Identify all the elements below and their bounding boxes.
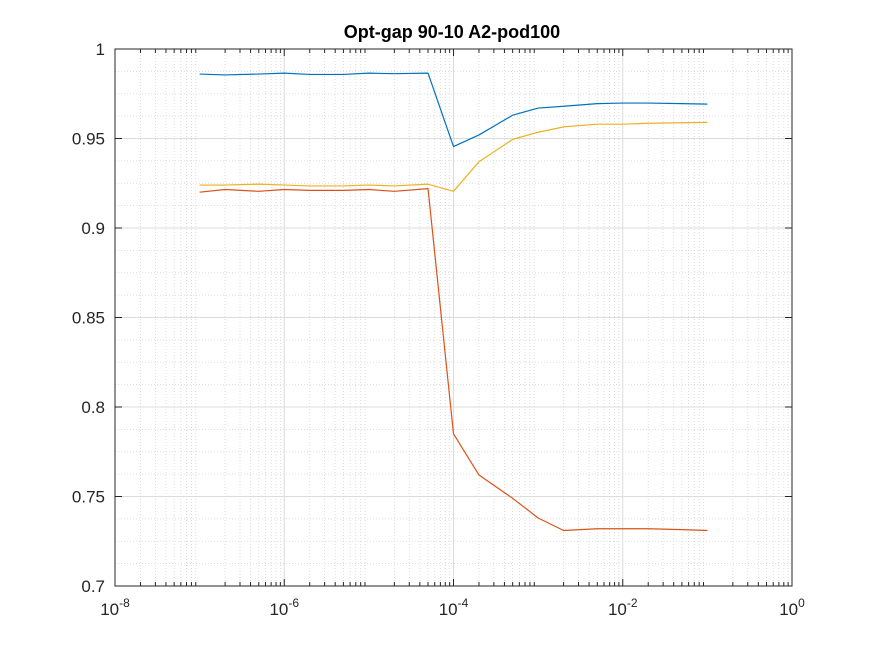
y-tick-label: 0.75 xyxy=(72,488,105,507)
y-tick-label: 0.7 xyxy=(81,577,105,596)
y-tick-label: 0.85 xyxy=(72,309,105,328)
y-tick-label: 1 xyxy=(96,40,105,59)
y-tick-label: 0.95 xyxy=(72,130,105,149)
chart-title: Opt-gap 90-10 A2-pod100 xyxy=(344,22,560,42)
y-tick-label: 0.9 xyxy=(81,219,105,238)
y-tick-label: 0.8 xyxy=(81,398,105,417)
